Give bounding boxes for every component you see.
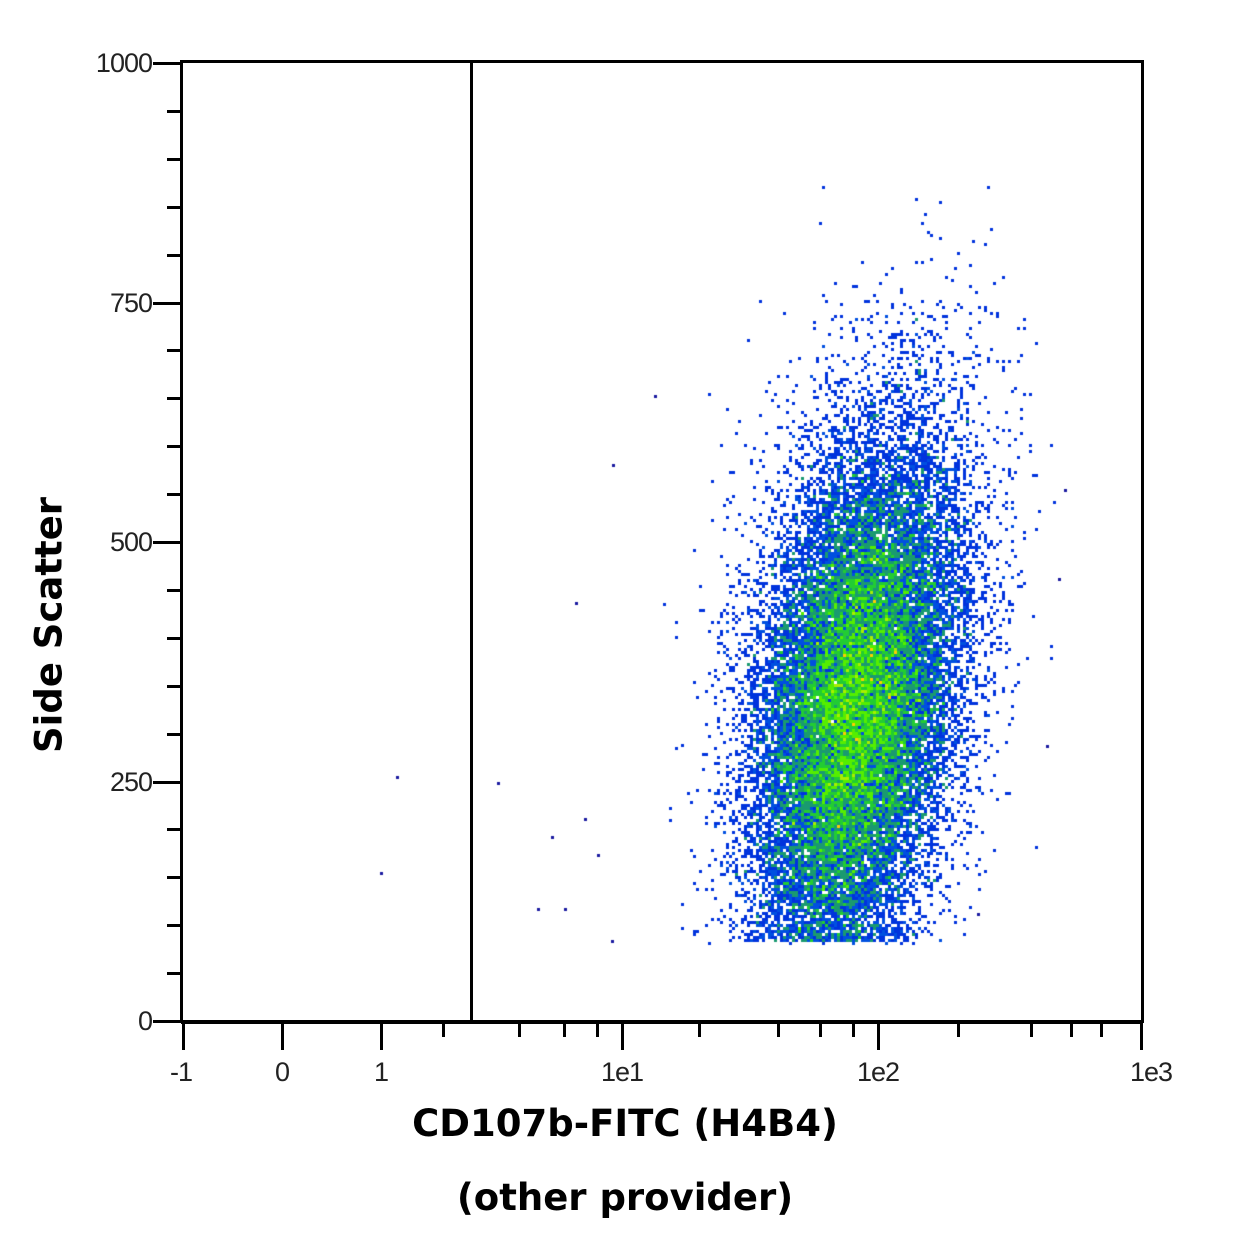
x-minor-tick [957, 1023, 960, 1037]
y-minor-tick [167, 253, 181, 257]
y-minor-tick [167, 972, 181, 976]
x-tick-label: 1 [373, 1057, 389, 1087]
x-major-tick [281, 1023, 284, 1050]
x-tick-label: 1e1 [600, 1057, 644, 1087]
y-tick-label: 250 [109, 766, 153, 797]
y-minor-tick [167, 732, 181, 736]
y-minor-tick [167, 109, 181, 113]
x-major-tick [380, 1023, 383, 1050]
x-tick-label: 0 [274, 1057, 290, 1087]
x-axis-line [181, 1021, 1142, 1024]
y-tick-label: 500 [109, 527, 153, 557]
x-major-tick [621, 1023, 624, 1050]
y-minor-tick [167, 397, 181, 401]
y-minor-tick [167, 349, 181, 353]
x-minor-tick [1100, 1023, 1103, 1037]
y-minor-tick [167, 828, 181, 832]
x-axis-subtitle: (other provider) [456, 1176, 794, 1219]
y-major-tick [153, 780, 181, 784]
y-minor-tick [167, 157, 181, 161]
y-minor-tick [167, 445, 181, 449]
y-major-tick [153, 62, 181, 65]
y-tick-label: 1000 [95, 48, 153, 78]
x-minor-tick [852, 1023, 855, 1037]
x-tick-label: 1e3 [1129, 1057, 1173, 1087]
y-minor-tick [167, 636, 181, 640]
x-major-tick [877, 1023, 880, 1050]
x-minor-tick [442, 1023, 445, 1037]
y-major-tick [153, 1020, 181, 1023]
x-minor-tick [563, 1023, 566, 1037]
x-tick-label: 1e2 [856, 1057, 900, 1087]
y-axis-title: Side Scatter [27, 496, 71, 754]
x-minor-tick [1070, 1023, 1073, 1037]
x-major-tick [182, 1023, 185, 1050]
y-minor-tick [167, 876, 181, 880]
x-axis-title: CD107b-FITC (H4B4) [412, 1102, 838, 1145]
x-minor-tick [1030, 1023, 1033, 1037]
gate-line[interactable] [470, 61, 473, 1021]
x-minor-tick [777, 1023, 780, 1037]
y-tick-label: 0 [137, 1006, 153, 1036]
y-minor-tick [167, 205, 181, 209]
x-minor-tick [518, 1023, 521, 1037]
x-minor-tick [698, 1023, 701, 1037]
y-major-tick [153, 301, 181, 305]
y-major-tick [153, 541, 181, 544]
x-major-tick [1140, 1023, 1143, 1050]
y-minor-tick [167, 684, 181, 688]
x-tick-label: -1 [169, 1057, 193, 1087]
plot-frame [180, 60, 1144, 1023]
y-tick-label: 750 [109, 287, 153, 318]
y-minor-tick [167, 493, 181, 497]
x-minor-tick [596, 1023, 599, 1037]
y-minor-tick [167, 588, 181, 592]
y-minor-tick [167, 924, 181, 928]
x-minor-tick [819, 1023, 822, 1037]
